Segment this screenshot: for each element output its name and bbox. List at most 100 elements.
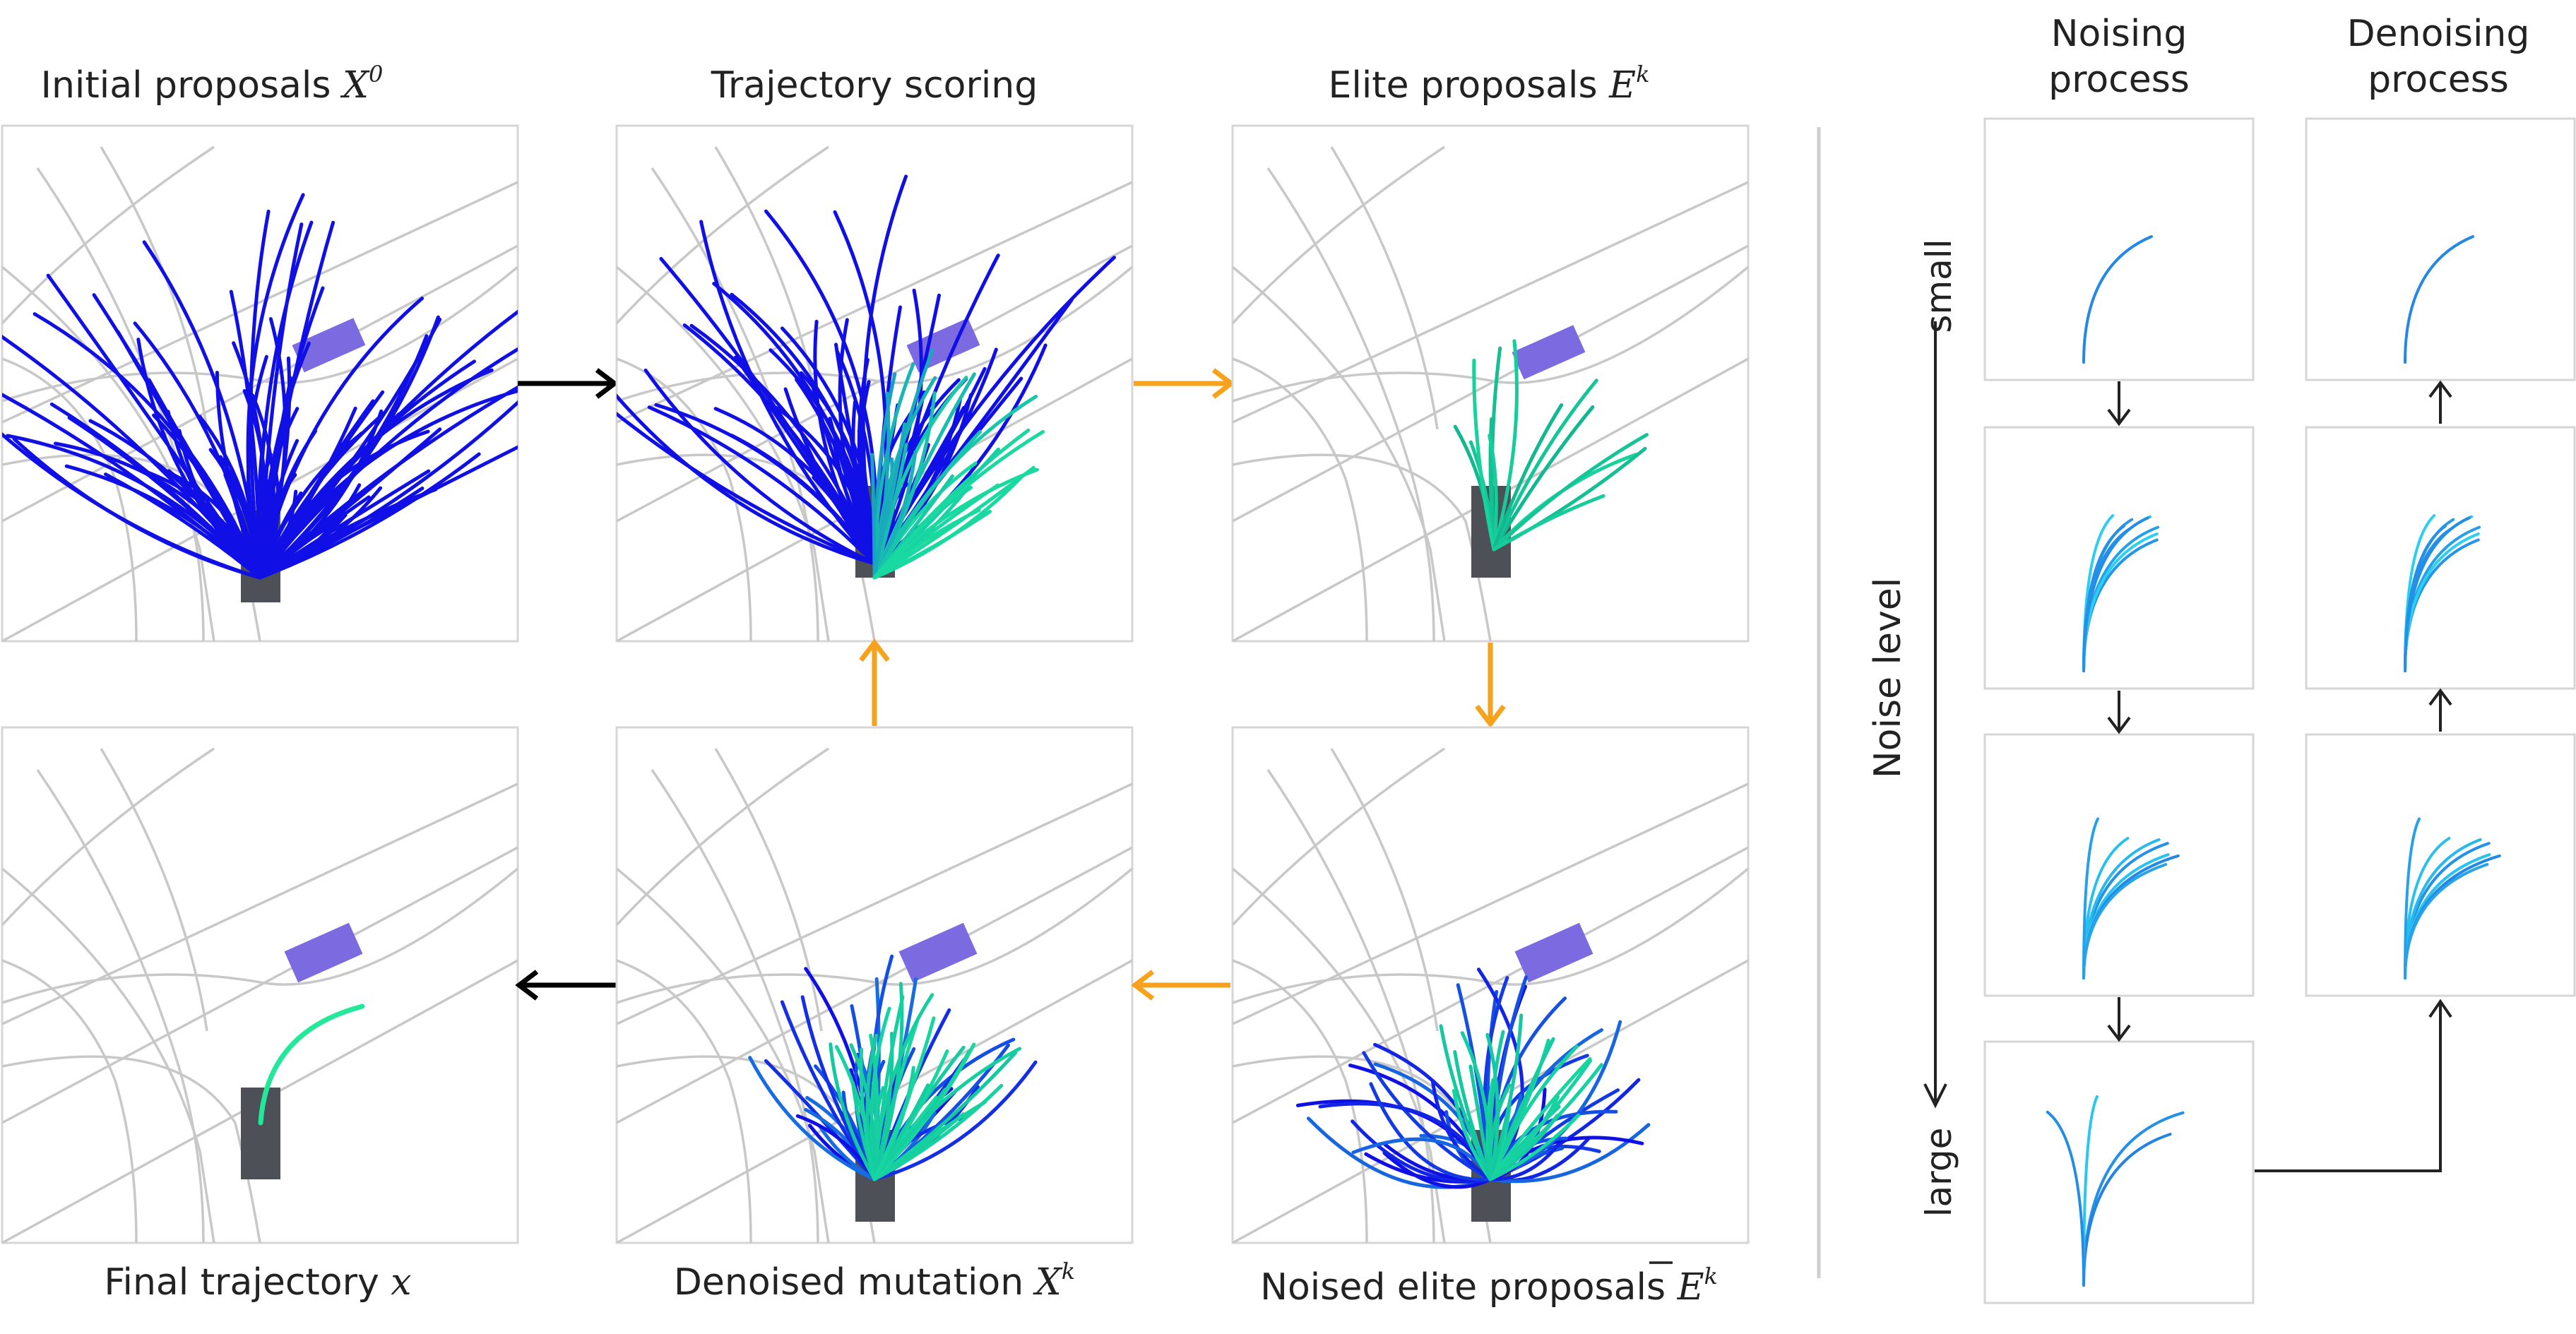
sample-trajectory-line: [2404, 525, 2447, 672]
trajectory-line: [872, 1047, 1022, 1181]
denoised-mutation-superscript: k: [1062, 1258, 1075, 1285]
trajectory-line: [730, 292, 877, 566]
trajectory-line: [133, 321, 262, 580]
flow-arrow-scoring-to-elite: [1134, 368, 1235, 399]
trajectory-line: [1362, 1051, 1492, 1181]
trajectory-line: [258, 309, 518, 580]
denoised-mutation-title: Denoised mutation Xk: [674, 1258, 1075, 1304]
trajectory-line: [1382, 1151, 1492, 1189]
trajectory-line: [872, 995, 905, 1181]
trajectory-line: [1492, 339, 1519, 552]
trajectory-line: [258, 315, 440, 580]
final-trajectory-symbol: x: [391, 1261, 411, 1304]
noising-process-title-line2: process: [2048, 59, 2190, 101]
trajectory-line: [258, 429, 318, 580]
trajectory-line: [1492, 379, 1598, 552]
noising-step-2: [1983, 426, 2255, 690]
noise-axis-small-label: small: [1918, 239, 1959, 333]
denoised-mutation-title-text: Denoised mutation: [674, 1261, 1035, 1304]
trajectory-line: [136, 338, 262, 580]
trajectory-line: [258, 469, 431, 580]
noised-elite-superscript: k: [1704, 1263, 1718, 1290]
noising-step-4: [1983, 1040, 2255, 1304]
trajectory-line: [1430, 1078, 1492, 1181]
trajectory-line: [1472, 358, 1496, 552]
noise-level-axis-label: Noise level: [1867, 578, 1909, 778]
denoising-process-title-line1: Denoising: [2347, 13, 2530, 55]
svg-text:Noised elite proposals Ek: Noised elite proposals Ek: [1260, 1263, 1718, 1309]
sample-trajectory-line: [2404, 817, 2421, 979]
trajectory-line: [1488, 434, 1498, 552]
trajectory-line: [2, 393, 262, 580]
final-trajectory-line: [258, 1004, 365, 1126]
initial-proposals-title: Initial proposals X0: [41, 61, 384, 107]
trajectory-line: [849, 1043, 877, 1181]
final-trajectory-panel: [1, 726, 519, 1244]
trajectory-line: [1488, 1140, 1563, 1181]
trajectory-line: [809, 380, 877, 566]
flow-arrow-elite-to-noised: [1475, 643, 1506, 728]
trajectory-line: [872, 443, 908, 580]
trajectory-scoring-title: Trajectory scoring: [711, 64, 1038, 107]
trajectory-line: [643, 368, 877, 566]
initial-proposals-symbol: X: [340, 64, 370, 107]
trajectory-line: [872, 1083, 1004, 1181]
noising-to-denoising-connector: [2255, 999, 2452, 1172]
noise-axis-arrowhead: [1923, 1083, 1947, 1109]
agent-vehicle: [898, 922, 978, 983]
trajectory-line: [872, 429, 983, 580]
noised-elite-panel: [1231, 726, 1750, 1244]
trajectory-line: [1452, 1089, 1492, 1181]
initial-trajectory-fan: [2, 193, 518, 580]
trajectory-line: [1369, 1082, 1492, 1181]
agent-vehicle: [1512, 325, 1586, 380]
trajectory-line: [872, 429, 1045, 580]
elite-proposals-panel: [1231, 124, 1750, 643]
trajectory-line: [818, 1124, 877, 1181]
elite-proposals-symbol: E: [1608, 64, 1636, 107]
trajectory-line: [872, 468, 1039, 580]
noising-step-1: [1983, 117, 2255, 381]
trajectory-line: [869, 1006, 891, 1181]
trajectory-line: [258, 409, 384, 580]
denoised-mutation-symbol: X: [1033, 1261, 1063, 1304]
noising-arrow-2: [2107, 691, 2131, 734]
final-trajectory-title-text: Final trajectory: [104, 1261, 391, 1304]
noised-elite-title: Noised elite proposals Ek: [1260, 1261, 1718, 1309]
trajectory-line: [654, 403, 877, 566]
initial-proposals-title-text: Initial proposals: [41, 64, 343, 107]
denoising-arrow-2: [2428, 688, 2452, 732]
agent-vehicle: [284, 922, 363, 983]
trajectory-line: [647, 405, 877, 566]
denoising-arrow-1: [2428, 380, 2452, 424]
noised-trajectory-fan: [1295, 967, 1651, 1189]
trajectory-line: [147, 378, 262, 580]
trajectory-line: [870, 453, 877, 580]
trajectory-line: [1488, 1030, 1505, 1181]
denoising-process-title-line2: process: [2368, 59, 2509, 101]
trajectory-scoring-panel: [615, 124, 1134, 643]
sample-trajectory-line: [2082, 525, 2125, 672]
trajectory-line: [32, 312, 262, 580]
trajectory-line: [53, 441, 262, 580]
trajectory-line: [258, 486, 383, 580]
ego-vehicle: [241, 1088, 280, 1179]
trajectory-line: [872, 1100, 987, 1181]
trajectory-line: [1488, 1057, 1592, 1181]
scored-trajectory-fan: [617, 174, 1116, 580]
trajectory-line: [857, 357, 877, 566]
trajectory-line: [1492, 433, 1649, 552]
sample-trajectory-line: [2082, 817, 2099, 979]
trajectory-line: [1453, 1050, 1492, 1181]
flow-arrow-denoised-to-final: [515, 970, 616, 1001]
trajectory-line: [617, 393, 877, 566]
trajectory-line: [12, 437, 262, 580]
flow-arrow-noised-to-denoised: [1131, 970, 1230, 1001]
noising-arrow-1: [2107, 381, 2131, 427]
trajectory-line: [859, 1047, 877, 1181]
denoising-step-1: [2305, 117, 2576, 381]
elite-proposals-superscript: k: [1636, 61, 1649, 88]
sample-trajectory-line: [2404, 235, 2474, 364]
noising-step-3: [1983, 733, 2255, 997]
trajectory-line: [1488, 1013, 1524, 1181]
